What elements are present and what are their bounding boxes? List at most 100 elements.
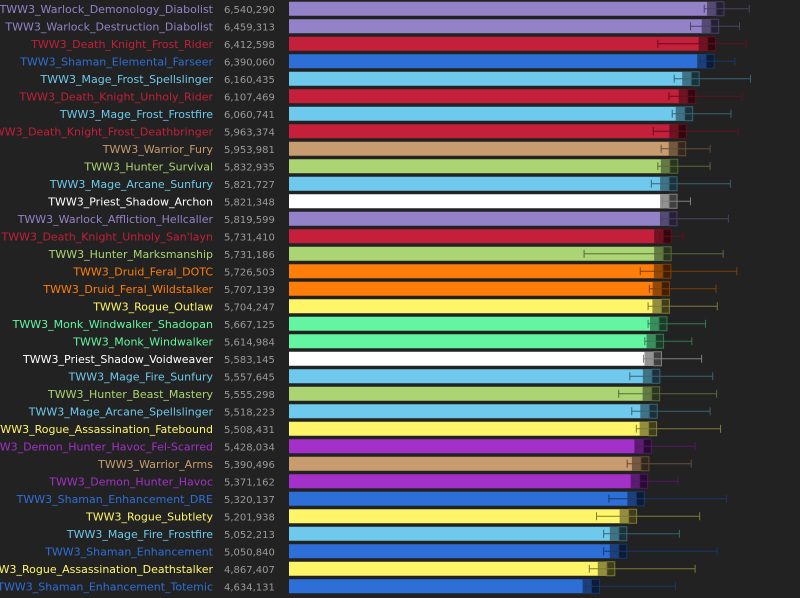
value-label: 5,050,840	[224, 547, 275, 558]
category-label: TWW3_Hunter_Marksmanship	[48, 248, 213, 261]
category-label: TWW3_Rogue_Subtlety	[85, 510, 213, 523]
value-label: 5,726,503	[224, 267, 275, 278]
bar-end-segment	[654, 229, 664, 244]
bar-row: TWW3_Mage_Arcane_Sunfury 5,821,727	[49, 176, 731, 192]
value-label: 5,518,223	[224, 407, 275, 418]
category-label: TWW3_Mage_Arcane_Spellslinger	[28, 405, 214, 418]
value-label: 5,731,410	[224, 232, 275, 243]
value-label: 5,201,938	[224, 512, 275, 523]
bar-row: TWW3_Death_Knight_Frost_Deathbringer 5,96…	[0, 123, 739, 139]
bar-row: TWW3_Demon_Hunter_Havoc_Fel-Scarred 5,428…	[0, 438, 696, 454]
value-label: 6,540,290	[224, 5, 275, 16]
category-label: TWW3_Rogue_Assassination_Fatebound	[0, 423, 213, 436]
bar	[289, 421, 649, 436]
bar-row: TWW3_Hunter_Beast_Mastery 5,555,298	[47, 386, 718, 402]
bar-row: TWW3_Warrior_Fury 5,953,981	[102, 141, 711, 157]
bar-row: TWW3_Druid_Feral_DOTC 5,726,503	[72, 263, 738, 279]
bar	[289, 19, 711, 34]
bar-row: TWW3_Rogue_Subtlety 5,201,938	[85, 508, 701, 524]
value-label: 5,508,431	[224, 425, 275, 436]
category-label: TWW3_Shaman_Enhancement_DRE	[16, 493, 213, 506]
bar-row: TWW3_Monk_Windwalker 5,614,984	[72, 333, 693, 349]
bar	[289, 334, 656, 349]
value-label: 5,821,727	[224, 180, 275, 191]
bar	[289, 89, 688, 104]
bar-row: TWW3_Warlock_Affliction_Hellcaller 5,819,…	[17, 211, 729, 227]
category-label: TWW3_Shaman_Elemental_Farseer	[19, 55, 213, 68]
bar-row: TWW3_Warrior_Arms 5,390,496	[97, 456, 692, 472]
bar-row: TWW3_Shaman_Enhancement_Totemic 4,634,131	[0, 578, 676, 594]
bar	[289, 124, 679, 139]
category-label: TWW3_Warlock_Demonology_Diabolist	[0, 3, 214, 16]
value-label: 4,634,131	[224, 582, 275, 593]
category-label: TWW3_Monk_Windwalker	[72, 335, 213, 348]
bar	[289, 176, 670, 191]
bar	[289, 316, 659, 331]
value-label: 5,555,298	[224, 390, 275, 401]
category-label: TWW3_Shaman_Enhancement_Totemic	[0, 580, 213, 593]
bar-row: TWW3_Rogue_Assassination_Deathstalker 4,8…	[0, 561, 696, 577]
bar	[289, 526, 619, 541]
bar-row: TWW3_Death_Knight_Frost_Rider 6,412,598	[30, 36, 747, 52]
category-label: TWW3_Hunter_Beast_Mastery	[47, 388, 213, 401]
category-label: TWW3_Mage_Fire_Sunfury	[68, 370, 214, 383]
bar	[289, 561, 607, 576]
value-label: 5,963,374	[224, 127, 275, 138]
value-label: 6,459,313	[224, 22, 275, 33]
bar	[289, 141, 678, 156]
bar	[289, 474, 640, 489]
category-label: TWW3_Mage_Frost_Frostfire	[59, 108, 213, 121]
value-label: 5,667,125	[224, 320, 275, 331]
bar-row: TWW3_Mage_Frost_Spellslinger 6,160,435	[40, 71, 752, 87]
bar	[289, 246, 664, 261]
value-label: 5,614,984	[224, 337, 275, 348]
bar-row: TWW3_Monk_Windwalker_Shadopan 5,667,125	[12, 316, 707, 332]
category-label: TWW3_Warlock_Affliction_Hellcaller	[17, 213, 214, 226]
bar	[289, 544, 619, 559]
bar-row: TWW3_Mage_Arcane_Spellslinger 5,518,223	[28, 403, 711, 419]
bar-row: TWW3_Rogue_Assassination_Fatebound 5,508,…	[0, 421, 722, 437]
category-label: TWW3_Demon_Hunter_Havoc_Fel-Scarred	[0, 440, 213, 453]
value-label: 5,371,162	[224, 477, 275, 488]
category-label: TWW3_Death_Knight_Frost_Rider	[30, 38, 213, 51]
category-label: TWW3_Warrior_Fury	[102, 143, 214, 156]
bar-row: TWW3_Mage_Frost_Frostfire 6,060,741	[59, 106, 732, 122]
bar	[289, 456, 641, 471]
category-label: TWW3_Death_Knight_Unholy_San'layn	[0, 230, 213, 243]
value-label: 5,953,981	[224, 145, 275, 156]
bar-row: TWW3_Mage_Fire_Sunfury 5,557,645	[68, 368, 714, 384]
value-label: 6,412,598	[224, 40, 275, 51]
value-label: 4,867,407	[224, 565, 275, 576]
category-label: TWW3_Mage_Fire_Frostfire	[66, 528, 213, 541]
bar-row: TWW3_Hunter_Marksmanship 5,731,186	[48, 246, 724, 262]
bar	[289, 54, 707, 69]
bar-row: TWW3_Shaman_Enhancement_DRE 5,320,137	[16, 491, 727, 507]
bar-row: TWW3_Rogue_Outlaw 5,704,247	[92, 298, 718, 314]
bar	[289, 281, 662, 296]
category-label: TWW3_Druid_Feral_DOTC	[72, 265, 213, 278]
value-label: 6,160,435	[224, 75, 275, 86]
bar	[289, 509, 629, 524]
category-label: TWW3_Mage_Arcane_Sunfury	[49, 178, 214, 191]
bar-row: TWW3_Warlock_Demonology_Diabolist 6,540,2…	[0, 1, 750, 17]
bar-row: TWW3_Hunter_Survival 5,832,935	[83, 158, 711, 174]
category-label: TWW3_Druid_Feral_Wildstalker	[42, 283, 213, 296]
value-label: 5,390,496	[224, 460, 275, 471]
value-label: 6,390,060	[224, 57, 275, 68]
category-label: TWW3_Demon_Hunter_Havoc	[48, 475, 213, 488]
bar	[289, 351, 654, 366]
bar	[289, 194, 670, 209]
value-label: 5,052,213	[224, 530, 275, 541]
bar-row: TWW3_Priest_Shadow_Voidweaver 5,583,145	[22, 351, 703, 367]
bar	[289, 71, 692, 86]
bar	[289, 386, 652, 401]
value-label: 5,731,186	[224, 250, 275, 261]
category-label: TWW3_Rogue_Outlaw	[92, 300, 213, 313]
bar	[289, 404, 650, 419]
value-label: 5,557,645	[224, 372, 275, 383]
bar-row: TWW3_Shaman_Elemental_Farseer 6,390,060	[19, 53, 736, 69]
value-label: 5,583,145	[224, 355, 275, 366]
bar-row: TWW3_Mage_Fire_Frostfire 5,052,213	[66, 526, 680, 542]
category-label: TWW3_Monk_Windwalker_Shadopan	[12, 318, 213, 331]
